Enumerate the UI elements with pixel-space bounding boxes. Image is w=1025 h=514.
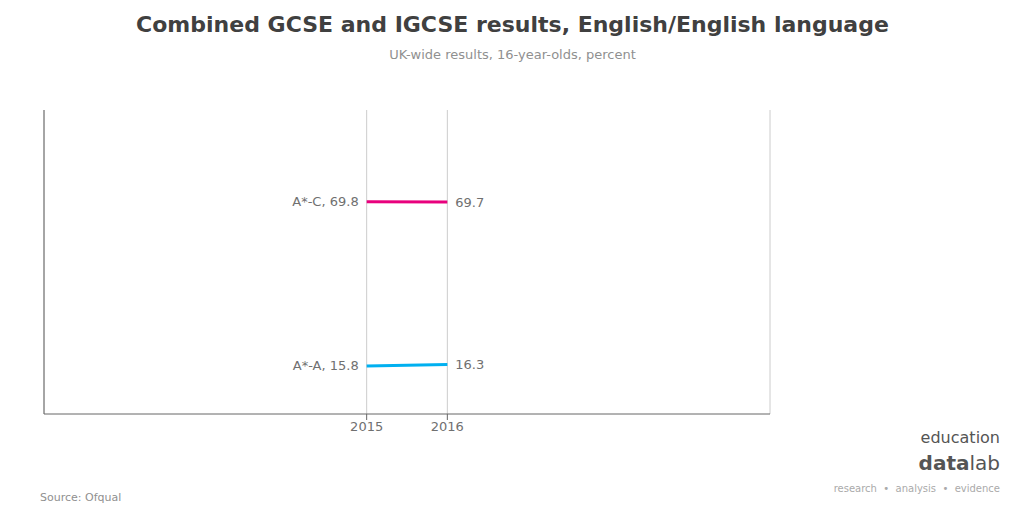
html-text:Combined GCSE and IGCSE result: Combined GCSE and IGCSE results, English… [136, 12, 889, 37]
svg-text:2016: 2016 [431, 419, 464, 434]
html-text:data lab: data lab [918, 451, 1000, 475]
svg-text:16.3: 16.3 [455, 357, 484, 372]
html-text:UK-wide results, 16-year-olds,: UK-wide results, 16-year-olds, percent [389, 47, 636, 62]
html-text:education: education [920, 428, 1000, 447]
html-text:Source: Ofqual: Source: Ofqual [40, 491, 122, 504]
svg-text:A*-C, 69.8: A*-C, 69.8 [292, 194, 358, 209]
svg-text:2015: 2015 [350, 419, 383, 434]
svg-text:A*-A, 15.8: A*-A, 15.8 [293, 358, 359, 373]
svg-text:69.7: 69.7 [455, 195, 484, 210]
html-text:research • analysis • evidence: research • analysis • evidence [833, 483, 1000, 494]
